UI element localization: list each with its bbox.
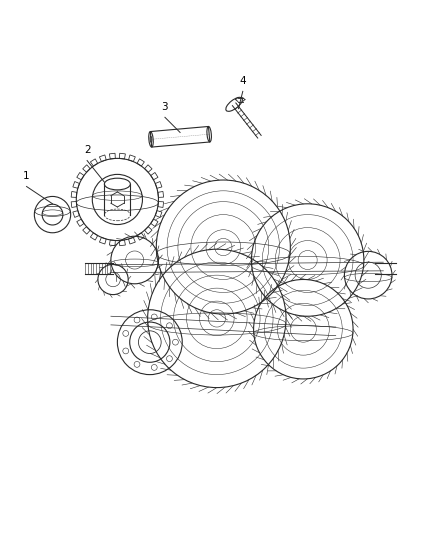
Text: 4: 4	[240, 76, 246, 86]
Text: 1: 1	[23, 171, 30, 181]
Text: 2: 2	[84, 146, 90, 155]
Text: 3: 3	[162, 102, 168, 112]
